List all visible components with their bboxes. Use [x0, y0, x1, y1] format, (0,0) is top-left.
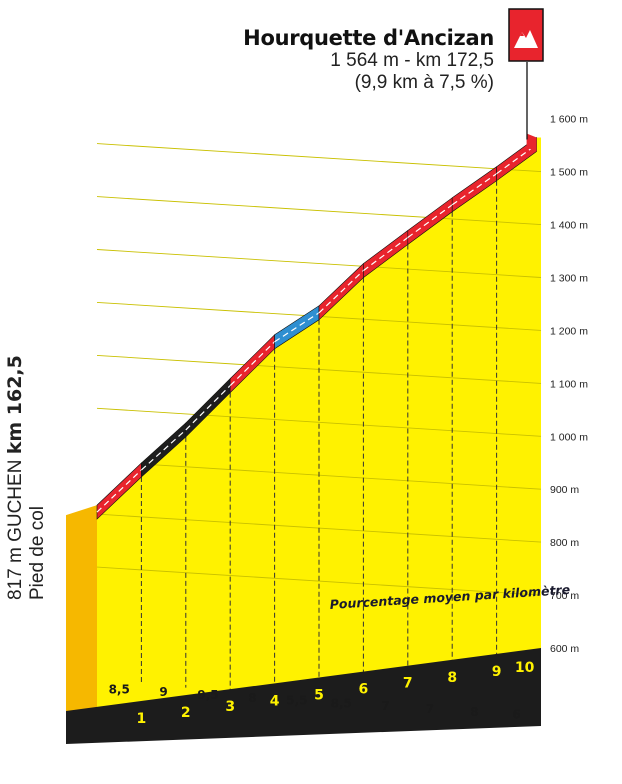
road-centerline [318, 270, 364, 314]
km-number: 8 [447, 670, 457, 686]
gridline [96, 196, 542, 226]
gradient-label: 9,5 [197, 688, 218, 702]
road-centerline [185, 385, 231, 431]
gridline [96, 249, 542, 278]
summit-info: Hourquette d'Ancizan 1 564 m - km 172,5 … [243, 26, 494, 94]
road-centerline [496, 144, 537, 175]
road-centerline [407, 204, 453, 238]
km-number: 5 [314, 687, 324, 703]
road-centerline [451, 173, 497, 206]
profile-left-side [66, 505, 97, 713]
km-number: 1 [137, 711, 147, 727]
km-number: 3 [225, 699, 235, 715]
altitude-tick-label: 900 m [550, 484, 579, 496]
road-centerline [96, 469, 142, 513]
base-km: km 162,5 [4, 355, 26, 455]
gradient-label: 8,5 [109, 682, 130, 696]
road-centerline [274, 312, 320, 343]
km-divider-lines [140, 172, 498, 708]
summit-cap [526, 133, 537, 152]
gridline [96, 407, 542, 437]
km-number: 2 [181, 705, 191, 721]
gradient-label: 7 [426, 702, 434, 716]
km-number: 4 [270, 693, 280, 709]
summit-length-gradient: (9,9 km à 7,5 %) [354, 72, 494, 93]
gridline [140, 463, 542, 490]
gradient-label: 8,5 [331, 696, 352, 710]
summit-flag-icon [508, 8, 544, 62]
altitude-tick-label: 1 500 m [550, 167, 588, 179]
gridline [96, 143, 542, 173]
gradient-labels: 8,5 9 9,5 8 5,5 8,5 7 7 8 6 [109, 682, 521, 721]
summit-altitude-km: 1 564 m - km 172,5 [330, 50, 494, 71]
base-altitude-km: 817 m GUCHEN km 162,5 [4, 355, 27, 600]
altitude-tick-label: 700 m [550, 590, 579, 602]
km-number: 9 [492, 664, 502, 680]
base-altitude: 817 m GUCHEN [5, 454, 26, 600]
gradient-label: 7 [381, 699, 389, 713]
base-strip-band [66, 648, 541, 744]
km-number: 7 [403, 676, 413, 692]
base-strip [66, 648, 541, 744]
gradient-label: 5,5 [286, 694, 307, 708]
altitude-tick-label: 1 300 m [550, 273, 588, 285]
km-axis: 1 2 3 4 5 6 7 8 9 10 [137, 660, 535, 727]
altitude-tick-label: 600 m [550, 643, 579, 655]
altitude-tick-label: 1 200 m [550, 325, 588, 337]
gradient-label: 6 [512, 708, 520, 722]
gridline [96, 566, 542, 596]
gradient-label: 8 [248, 691, 256, 705]
km-number: 6 [359, 682, 369, 698]
altitude-tick-label: 1 000 m [550, 431, 588, 443]
base-info: 817 m GUCHEN km 162,5 Pied de col [4, 355, 49, 600]
altitude-tick-label: 1 600 m [550, 114, 588, 126]
altitude-axis: 600 m 700 m 800 m 900 m 1 000 m 1 100 m 1 200 … [550, 114, 588, 655]
altitude-gridlines [96, 143, 542, 596]
base-caption: Pied de col [27, 505, 48, 600]
altitude-tick-label: 1 100 m [550, 378, 588, 390]
km-number: 10 [515, 660, 535, 676]
gradient-label: 8 [470, 705, 478, 719]
altitude-tick-label: 1 400 m [550, 220, 588, 232]
gradient-segments [96, 133, 537, 520]
road-centerline [229, 341, 276, 387]
summit-name: Hourquette d'Ancizan [243, 26, 494, 50]
profile-left-face [66, 505, 97, 713]
gradient-label: 9 [159, 685, 167, 699]
altitude-tick-label: 800 m [550, 537, 579, 549]
